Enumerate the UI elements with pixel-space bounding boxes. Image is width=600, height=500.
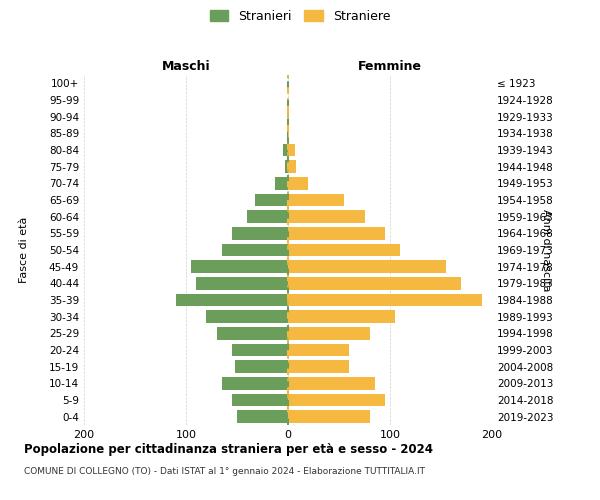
Text: Fasce di età: Fasce di età (19, 217, 29, 283)
Bar (232, 394, 288, 406)
Text: Anni di nascita: Anni di nascita (541, 209, 551, 291)
Bar (288, 127, 289, 140)
Bar (288, 210, 365, 223)
Bar (288, 277, 461, 289)
Bar (288, 227, 385, 239)
Bar (288, 377, 375, 390)
Bar (237, 410, 288, 423)
Bar (247, 210, 288, 223)
Bar (288, 344, 349, 356)
Bar (235, 360, 288, 373)
Bar (288, 160, 296, 173)
Bar (288, 327, 370, 340)
Bar (256, 194, 288, 206)
Bar (288, 144, 295, 156)
Bar (283, 144, 288, 156)
Bar (288, 260, 446, 273)
Bar (232, 344, 288, 356)
Bar (232, 227, 288, 239)
Text: Femmine: Femmine (358, 60, 422, 72)
Bar (288, 294, 482, 306)
Bar (222, 244, 288, 256)
Legend: Stranieri, Straniere: Stranieri, Straniere (206, 6, 394, 26)
Text: COMUNE DI COLLEGNO (TO) - Dati ISTAT al 1° gennaio 2024 - Elaborazione TUTTITALI: COMUNE DI COLLEGNO (TO) - Dati ISTAT al … (24, 468, 425, 476)
Bar (288, 410, 370, 423)
Bar (196, 277, 288, 289)
Text: Maschi: Maschi (161, 60, 211, 72)
Bar (288, 360, 349, 373)
Bar (288, 244, 400, 256)
Bar (288, 194, 344, 206)
Bar (287, 127, 288, 140)
Text: Popolazione per cittadinanza straniera per età e sesso - 2024: Popolazione per cittadinanza straniera p… (24, 442, 433, 456)
Bar (191, 260, 288, 273)
Bar (176, 294, 288, 306)
Bar (288, 177, 308, 190)
Bar (275, 177, 288, 190)
Bar (217, 327, 288, 340)
Bar (206, 310, 288, 323)
Bar (222, 377, 288, 390)
Bar (288, 394, 385, 406)
Bar (288, 310, 395, 323)
Bar (285, 160, 288, 173)
